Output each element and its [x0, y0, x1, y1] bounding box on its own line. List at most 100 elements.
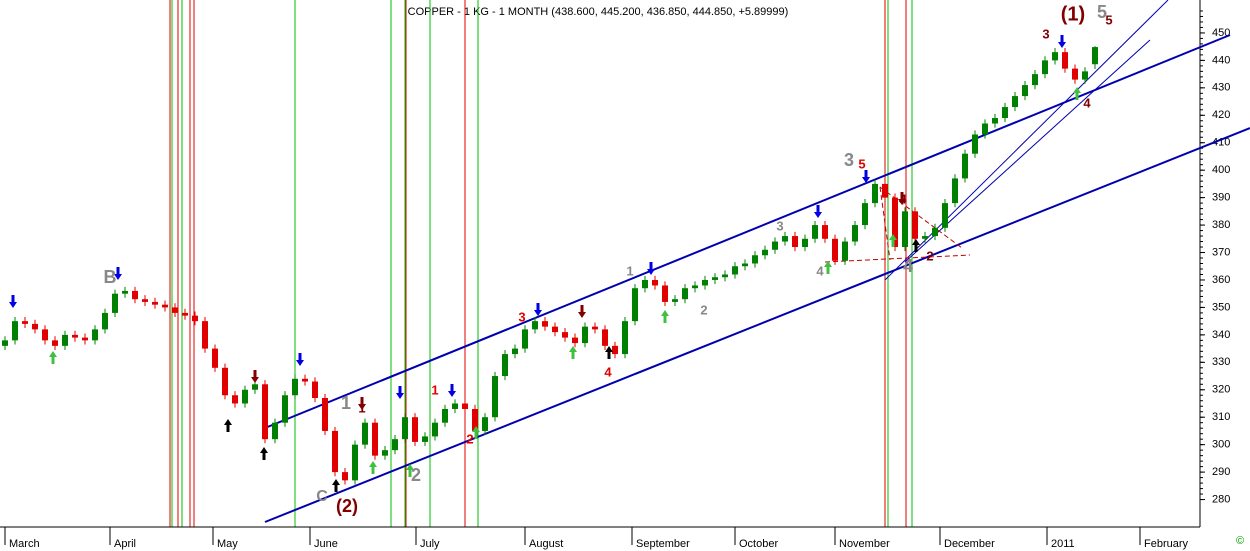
candle-body	[812, 225, 818, 239]
candle-body	[392, 439, 398, 451]
candle-body	[312, 381, 318, 398]
wave-label: 5	[858, 156, 865, 171]
wave-label: 1	[431, 382, 438, 397]
signal-arrow	[862, 170, 870, 183]
signal-arrow	[224, 419, 232, 432]
triangle-line	[824, 254, 971, 263]
candle-body	[232, 395, 238, 404]
signal-arrow	[406, 464, 414, 477]
signal-arrow	[605, 346, 613, 359]
candle-body	[542, 321, 548, 327]
candle-body	[962, 153, 968, 179]
candle-body	[172, 307, 178, 313]
y-tick-label: 290	[1212, 466, 1230, 478]
signal-arrow	[1058, 35, 1066, 48]
signal-arrow	[49, 351, 57, 364]
x-tick-label: April	[114, 538, 136, 550]
candle-body	[72, 334, 78, 338]
candle-body	[152, 301, 158, 305]
signal-arrow	[472, 426, 480, 439]
candle-body	[1072, 68, 1078, 80]
wave-label: 4	[816, 263, 824, 278]
candle-body	[632, 288, 638, 322]
signal-arrow	[1073, 87, 1081, 100]
candle-body	[352, 444, 358, 481]
wave-label: 4	[903, 256, 913, 276]
candle-body	[642, 279, 648, 289]
candle-body	[852, 225, 858, 242]
candle-body	[302, 378, 308, 382]
candle-body	[1052, 52, 1058, 61]
candle-body	[122, 290, 128, 294]
candle-body	[842, 241, 848, 261]
y-tick-label: 280	[1212, 493, 1230, 505]
wave-label: 4	[1083, 95, 1091, 110]
signal-arrow	[912, 239, 920, 252]
candle-body	[382, 450, 388, 456]
y-tick-label: 310	[1212, 411, 1230, 423]
candle-body	[362, 422, 368, 445]
candle-body	[1022, 85, 1028, 97]
candle-body	[202, 321, 208, 349]
wave-label: 2	[411, 465, 421, 485]
candle-body	[82, 337, 88, 341]
candle-body	[702, 279, 708, 286]
wave-label: 2	[700, 302, 707, 317]
candle-body	[472, 408, 478, 431]
candle-body	[922, 236, 928, 239]
candle-body	[822, 225, 828, 239]
candle-body	[582, 326, 588, 344]
candle-body	[782, 236, 788, 242]
candle-body	[1012, 96, 1018, 108]
wave-label: C	[316, 488, 328, 505]
candle-body	[272, 422, 278, 440]
candle-body	[262, 384, 268, 440]
candle-body	[132, 290, 138, 300]
signal-arrow	[332, 479, 340, 492]
candle-body	[32, 323, 38, 330]
candle-body	[902, 211, 908, 248]
y-tick-label: 350	[1212, 301, 1230, 313]
candle-body	[422, 436, 428, 442]
wave-label: 3	[518, 309, 525, 324]
candle-body	[692, 285, 698, 289]
signal-arrow	[578, 305, 586, 318]
candle-body	[162, 304, 168, 308]
candle-body	[592, 326, 598, 330]
y-tick-label: 340	[1212, 329, 1230, 341]
candle-body	[862, 203, 868, 226]
candle-body	[712, 277, 718, 280]
wave-label: 4	[899, 191, 907, 206]
candle-body	[192, 315, 198, 322]
candle-body	[92, 329, 98, 341]
candle-body	[942, 203, 948, 228]
y-tick-label: 300	[1212, 439, 1230, 451]
candle-body	[752, 255, 758, 264]
candle-body	[402, 417, 408, 440]
wave-label: 5	[1097, 2, 1107, 22]
x-tick-label: November	[839, 538, 890, 550]
candle-body	[662, 285, 668, 302]
triangle-line	[879, 186, 891, 261]
candle-body	[772, 241, 778, 250]
candle-body	[212, 348, 218, 368]
candle-body	[932, 227, 938, 237]
trend-line	[264, 127, 1250, 523]
candle-body	[552, 326, 558, 333]
candle-body	[522, 329, 528, 349]
candle-body	[972, 134, 978, 154]
candle-body	[412, 417, 418, 442]
wave-label: 1	[341, 393, 351, 413]
candle-body	[322, 397, 328, 431]
candle-body	[1082, 71, 1088, 80]
candle-body	[452, 403, 458, 409]
candle-body	[802, 238, 808, 248]
candle-body	[1002, 107, 1008, 119]
candle-body	[612, 345, 618, 355]
candle-body	[892, 197, 898, 248]
candle-body	[222, 367, 228, 396]
wave-label: 1	[626, 263, 633, 278]
wave-label: (2)	[336, 496, 358, 516]
signal-arrow	[647, 262, 655, 275]
